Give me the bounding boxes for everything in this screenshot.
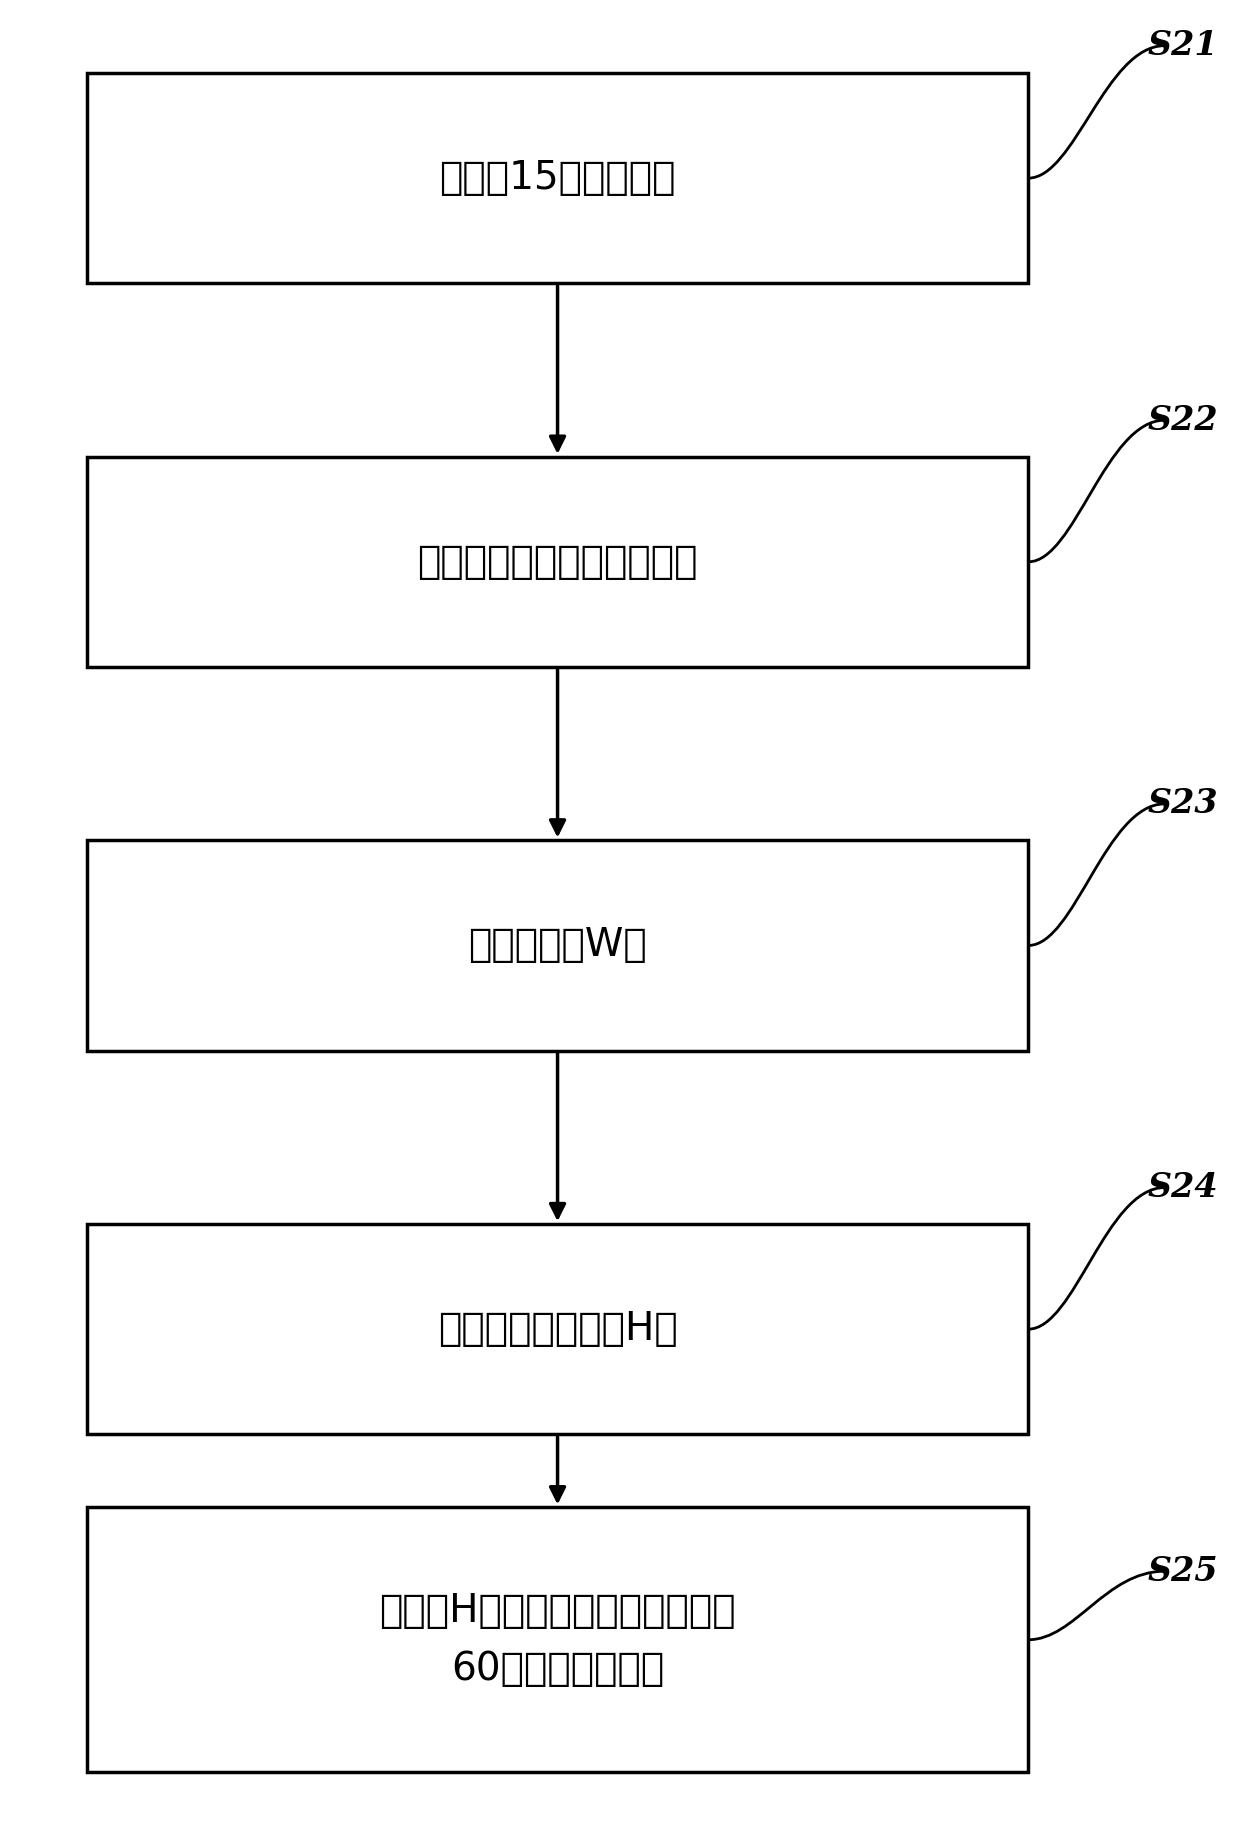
Text: S25: S25: [1147, 1555, 1219, 1588]
Text: 确定与其对应的共轭陪集。: 确定与其对应的共轭陪集。: [418, 543, 698, 581]
Bar: [87, 73, 1028, 283]
Bar: [87, 840, 1028, 1051]
Text: 确定模15的割圆陪集: 确定模15的割圆陪集: [440, 159, 675, 197]
Text: S23: S23: [1147, 787, 1219, 820]
Text: S24: S24: [1147, 1171, 1219, 1204]
Text: 构造奇偶校验矩阵H。: 构造奇偶校验矩阵H。: [437, 1310, 678, 1348]
Bar: [87, 1507, 1028, 1772]
Text: 由矩阵H的零空间得到一个码长为: 由矩阵H的零空间得到一个码长为: [379, 1591, 736, 1630]
Bar: [87, 1224, 1028, 1434]
Bar: [87, 457, 1028, 667]
Text: 60的割圆陪集码。: 60的割圆陪集码。: [451, 1650, 664, 1688]
Text: S22: S22: [1147, 404, 1219, 437]
Text: S21: S21: [1147, 29, 1219, 62]
Text: 构造基矩阵W。: 构造基矩阵W。: [468, 926, 647, 965]
